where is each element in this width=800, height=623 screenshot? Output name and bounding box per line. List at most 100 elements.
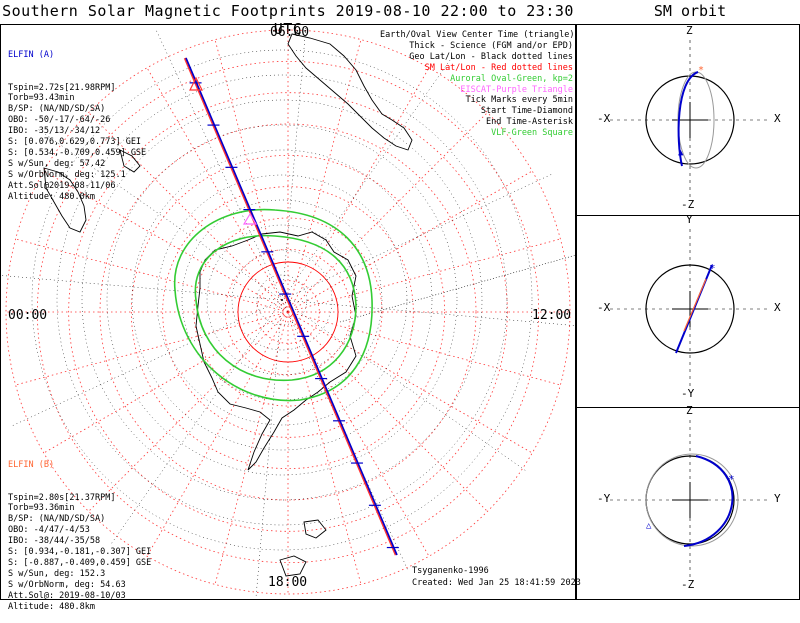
sm-longitude-line [287, 39, 362, 313]
orbit-axis-label-bottom: -Z [681, 198, 695, 211]
geo-longitude-line [281, 299, 528, 473]
sm-longitude-line [287, 170, 533, 313]
sm-longitude-line [287, 67, 430, 313]
elfin-b-info-line: S w/Sun, deg: 152.3 [8, 568, 106, 579]
orbit-axis-label-left: -X [597, 112, 611, 125]
sm-longitude-line [214, 39, 289, 313]
legend-item: SM Lat/Lon - Red dotted lines [424, 62, 573, 73]
geo-latitude-circle [206, 224, 358, 376]
elfin-b-info-line: S: [0.934,-0.181,-0.307] GEI [8, 547, 152, 558]
legend-item: End Time-Asterisk [486, 117, 573, 128]
sm-latitude-circle [36, 60, 540, 564]
geo-longitude-line [281, 25, 307, 301]
orbit-axis-label-right: X [774, 112, 781, 125]
legend-item: Geo Lat/Lon - Black dotted lines [409, 51, 573, 62]
coastline [195, 231, 357, 471]
sm-longitude-line [287, 311, 488, 512]
elfin-b-info-line: Att.Sol@: 2019-08-10/03 [8, 590, 126, 601]
elfin-b-info-line: B/SP: (NA/ND/SD/SA) [8, 514, 106, 525]
orbit-axis-label-bottom: -Z [681, 578, 695, 591]
sm-longitude-line [15, 238, 289, 313]
legend-item: Thick - Science (FGM and/or EPD) [409, 40, 573, 51]
legend-item: Auroral Oval-Green, kp=2 [450, 73, 573, 84]
elfin-b-name: ELFIN (B) [8, 459, 55, 470]
geo-latitude-circle [156, 174, 408, 426]
hour-label-bottom: 18:00 [268, 575, 308, 590]
orbit-axis-label-right: Y [774, 492, 781, 505]
orbit-axis-label-right: X [774, 301, 781, 314]
elfin-b-info-line: S w/OrbNorm, deg: 54.63 [8, 579, 126, 590]
geo-latitude-circle [256, 274, 308, 326]
sm-longitude-line [15, 311, 289, 386]
geo-latitude-circle [31, 49, 533, 551]
elfin-b-info: ELFIN (B) Tspin=2.80s[21.37RPM] Torb=93.3… [8, 438, 151, 623]
legend: Earth/Oval View Center Time (triangle) Th… [380, 30, 575, 139]
elfin-a-info-line: S: [0.076,0.629,0.773] GEI [8, 137, 142, 148]
created-timestamp: Created: Wed Jan 25 18:41:59 2023 [412, 578, 581, 588]
credit-text: Tsyganenko-1996 [412, 566, 489, 576]
footprint-map [1, 25, 575, 599]
geo-longitude-line [10, 299, 283, 428]
elfin-b-info-line: Altitude: 480.8km [8, 601, 95, 612]
geo-latitude-circle [231, 249, 333, 351]
sm-latitude-circle [99, 123, 477, 501]
geo-longitude-line [1, 275, 283, 301]
orbit-axis-label-left: -Y [597, 492, 611, 505]
sm-longitude-line [287, 112, 488, 313]
elfin-a-info-line: S: [0.534,-0.709,0.459] GSE [8, 147, 147, 158]
sm-longitude-line [287, 311, 362, 585]
sm-latitude-circle [256, 280, 320, 344]
elfin-b-info-line: Tspin=2.80s[21.37RPM] [8, 492, 116, 503]
coastline [43, 167, 87, 233]
sm-latitude-circle [5, 29, 571, 595]
sm-longitude-line [287, 311, 430, 557]
geo-longitude-line [154, 28, 283, 301]
orbit-axis-label-top: Z [686, 404, 693, 417]
auroral-oval-outer [173, 208, 373, 402]
sm-longitude-line [43, 170, 289, 313]
elfin-a-info: ELFIN (A) Tspin=2.72s[21.98RPM] Torb=93.4… [8, 28, 146, 213]
elfin-a-info-line: S w/Sun, deg: 57.42 [8, 158, 106, 169]
sm-longitude-line [146, 311, 289, 557]
view-center-triangle [189, 76, 203, 91]
elfin-b-info-line: OBO: -4/47/-4/53 [8, 525, 90, 536]
sm-latitude-circle [162, 186, 414, 438]
elfin-a-footprint-track [185, 57, 398, 556]
coastline [279, 555, 307, 577]
hour-label-right: 12:00 [532, 308, 572, 323]
elfin-a-info-line: S w/OrbNorm, deg: 125.1 [8, 169, 126, 180]
sm-latitude-circle [130, 154, 446, 470]
legend-item: Start Time-Diamond [480, 106, 573, 117]
orbit-axis-label-bottom: -Y [681, 387, 695, 400]
sm-longitude-line [88, 112, 289, 313]
sm-longitude-line [146, 67, 289, 313]
elfin-a-name: ELFIN (A) [8, 49, 55, 60]
hour-label-top: 06:00 [270, 25, 310, 40]
legend-item: EISCAT-Purple Triangle [460, 84, 573, 95]
geo-latitude-circle [106, 124, 458, 476]
legend-item: Earth/Oval View Center Time (triangle) [380, 30, 575, 40]
geo-latitude-circle [131, 149, 433, 451]
sm-latitude-circle [68, 92, 508, 532]
elfin-a-info-line: Altitude: 480.0km [8, 191, 95, 202]
orbit-axis-label-top: Y [686, 213, 693, 226]
orbit-axis-label-left: -X [597, 301, 611, 314]
elfin-a-info-line: B/SP: (NA/ND/SD/SA) [8, 104, 106, 115]
elfin-a-info-line: Att.Sol@2019-08-11/06 [8, 180, 116, 191]
elfin-a-info-line: OBO: -50/-17/-64/-26 [8, 115, 111, 126]
sm-latitude-circle [193, 217, 383, 407]
orbit-axis-label-top: Z [686, 24, 693, 37]
elfin-b-info-line: S: [-0.887,-0.409,0.459] GSE [8, 557, 152, 568]
eiscat-triangle [242, 212, 258, 225]
elfin-a-info-line: IBO: -35/13/-34/12 [8, 126, 101, 137]
sm-longitude-line [287, 311, 561, 386]
geo-latitude-circle [81, 99, 483, 501]
terminator-line [339, 254, 575, 323]
auroral-oval-inner [194, 234, 357, 382]
sm-longitude-line [43, 311, 289, 454]
sm-latitude-circle [224, 248, 352, 376]
elfin-a-info-line: Torb=93.43min [8, 93, 75, 104]
sm-longitude-line [214, 311, 289, 585]
geo-latitude-circle [56, 74, 508, 526]
coastline [303, 519, 327, 539]
